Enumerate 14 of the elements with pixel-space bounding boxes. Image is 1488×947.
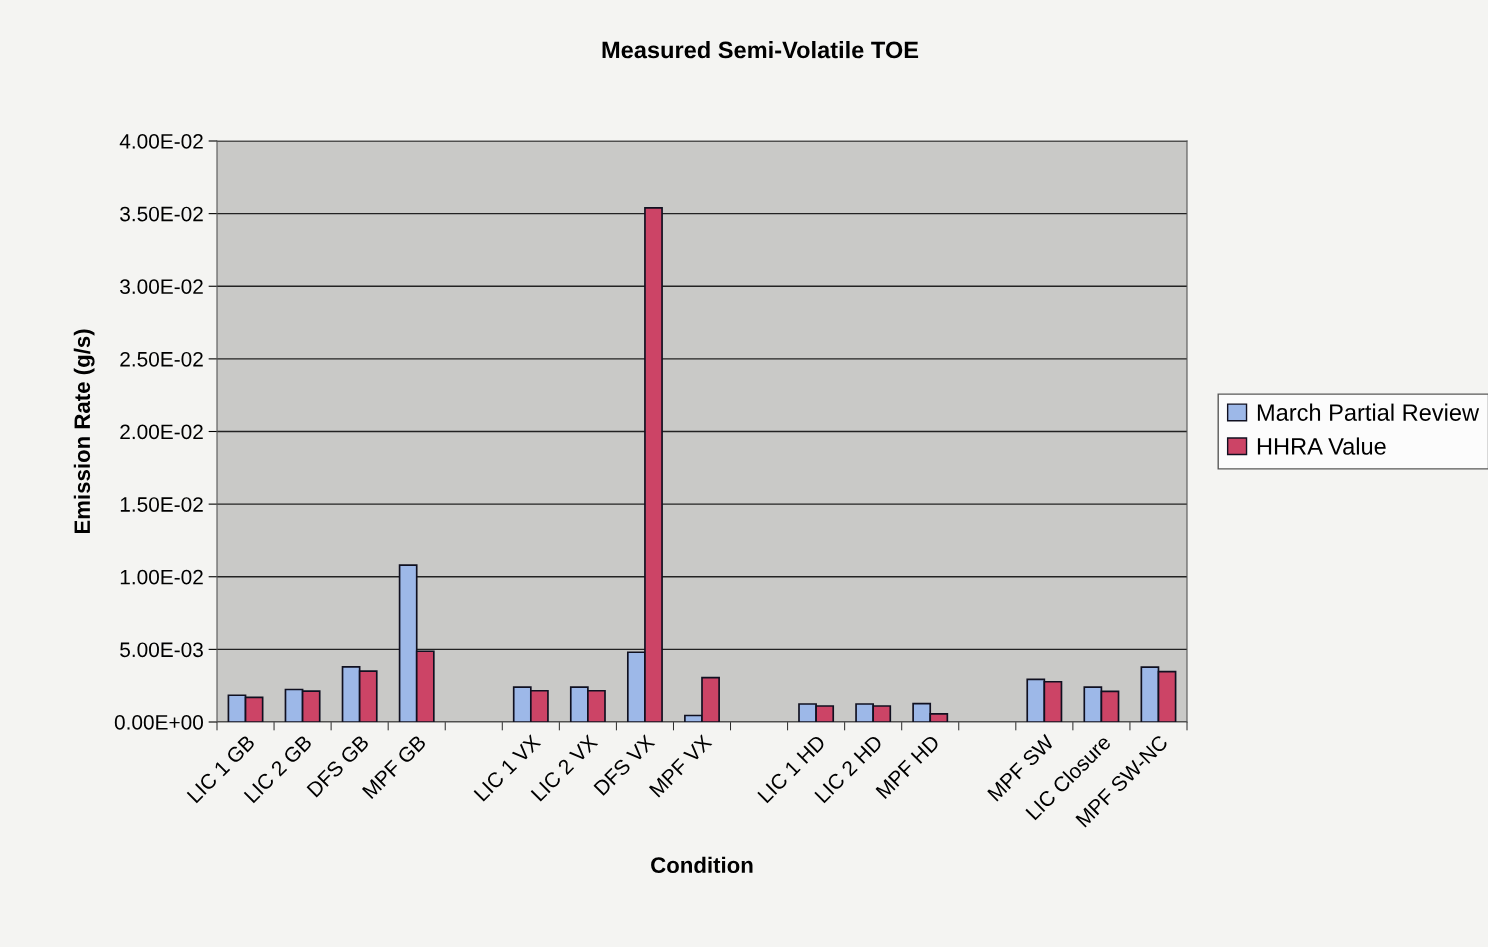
- y-tick-label: 5.00E-03: [120, 642, 203, 658]
- y-tick-label: 3.50E-02: [120, 206, 203, 222]
- y-axis-title: Emission Rate (g/s): [73, 329, 95, 534]
- y-tick-label: 1.00E-02: [120, 569, 203, 585]
- legend-label: HHRA Value: [1257, 437, 1386, 455]
- chart-title: Measured Semi-Volatile TOE: [602, 41, 919, 59]
- y-tick-label: 0.00E+00: [114, 715, 203, 730]
- legend-label: March Partial Review: [1257, 403, 1480, 421]
- y-tick-label: 2.00E-02: [120, 424, 203, 440]
- y-tick-label: 4.00E-02: [119, 134, 203, 149]
- y-tick-label: 2.50E-02: [120, 351, 203, 367]
- y-tick-label: 3.00E-02: [120, 279, 203, 294]
- y-tick-label: 1.50E-02: [120, 497, 203, 512]
- x-axis-title: Condition: [651, 856, 753, 874]
